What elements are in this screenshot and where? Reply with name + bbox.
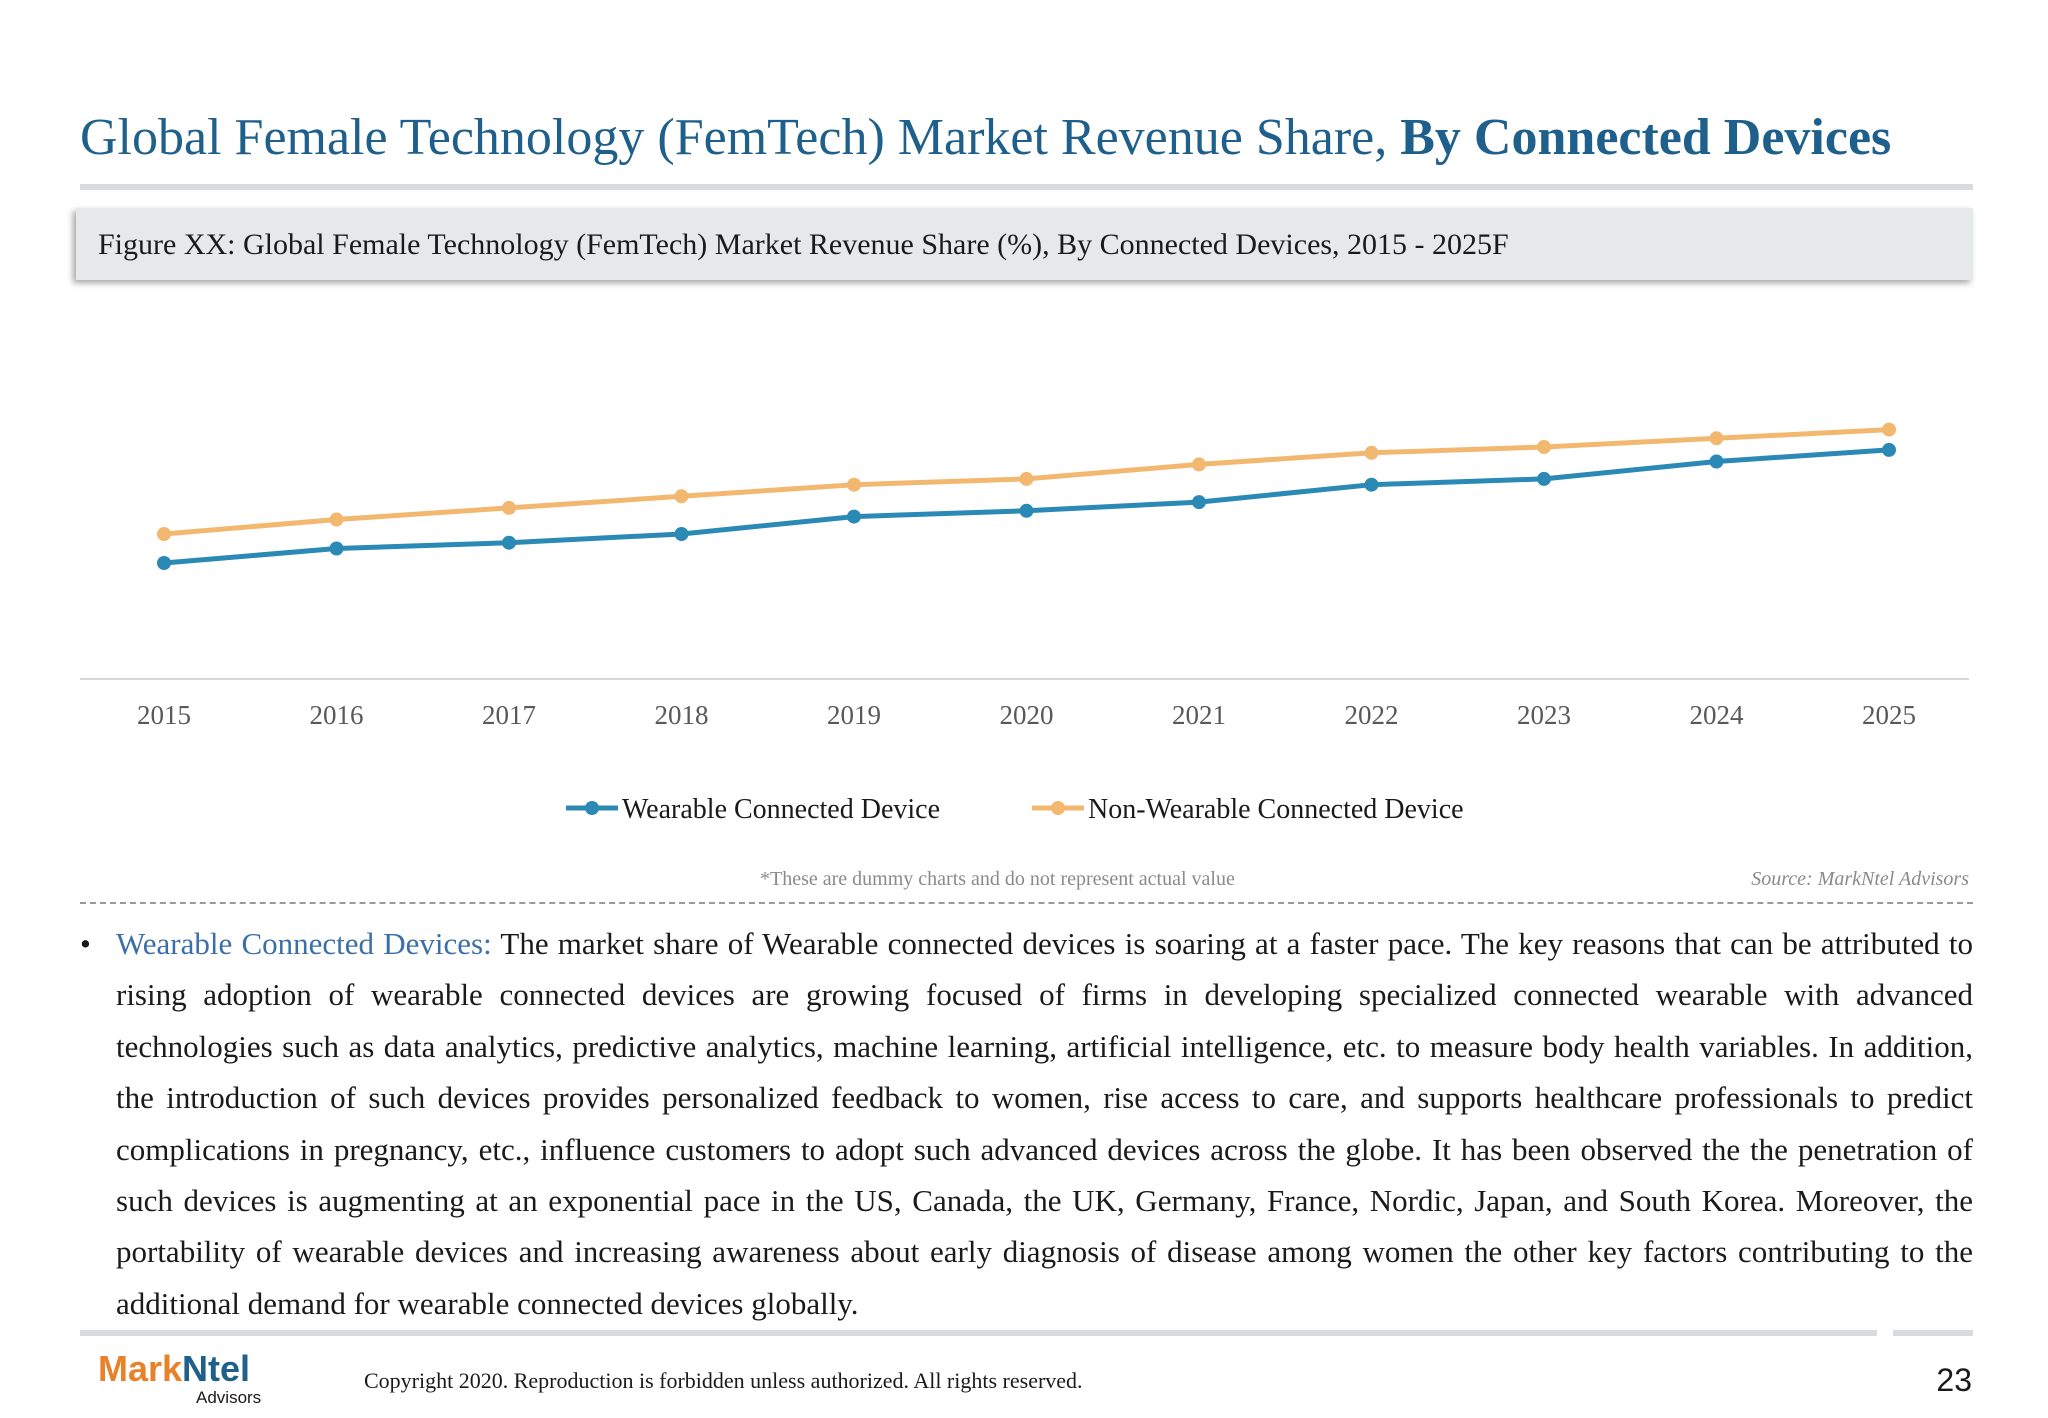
x-tick-label: 2020 [1000,700,1054,730]
bullet-text: The market share of Wearable connected d… [116,926,1973,1321]
title-divider [80,184,1973,190]
data-point [1537,471,1551,486]
data-point [329,541,344,556]
source-note: Source: MarkNtel Advisors [1751,868,1969,890]
data-point [1192,457,1206,472]
legend-swatch-marker [585,801,599,815]
figure-caption: Figure XX: Global Female Technology (Fem… [98,228,1509,261]
data-point [847,509,861,524]
body-text: • Wearable Connected Devices: The market… [80,918,1973,1329]
line-chart: 2015 2016 2017 2018 2019 2020 2021 2022 2023 2024… [80,422,1969,825]
data-point [674,489,689,504]
legend-label: Wearable Connected Device [622,794,940,825]
footer-divider [80,1330,1877,1336]
company-logo: MarkNtel Advisors [98,1348,278,1408]
data-point [1882,442,1896,457]
data-point [502,500,516,515]
chart-notes: *These are dummy charts and do not repre… [76,868,1973,898]
title-regular: Global Female Technology (FemTech) Marke… [80,109,1401,166]
data-point [1709,431,1724,446]
x-tick-label: 2025 [1862,700,1916,730]
data-point [1364,445,1379,460]
figure-caption-box: Figure XX: Global Female Technology (Fem… [76,208,1973,280]
x-tick-label: 2015 [137,700,191,730]
data-point [1364,477,1379,492]
data-point [847,477,861,492]
footer-divider-end [1893,1330,1973,1336]
x-tick-label: 2019 [827,700,881,730]
data-point [1019,503,1034,518]
copyright-text: Copyright 2020. Reproduction is forbidde… [364,1368,1083,1393]
logo-subtitle: Advisors [196,1388,262,1407]
dummy-note: *These are dummy charts and do not repre… [760,868,1235,890]
bullet-item: • Wearable Connected Devices: The market… [80,918,1973,1329]
x-tick-label: 2017 [482,700,536,730]
data-point [1192,495,1206,510]
logo-wordmark: MarkNtel [98,1348,251,1389]
x-tick-label: 2018 [655,700,709,730]
page-number: 23 [1936,1362,1972,1398]
page-title: Global Female Technology (FemTech) Marke… [80,108,1980,167]
data-point [1019,471,1034,486]
data-point [502,535,516,550]
legend-label: Non-Wearable Connected Device [1088,794,1464,825]
legend-swatch-marker [1051,801,1065,815]
dashed-divider [80,902,1973,904]
data-point [1882,422,1896,437]
bullet-lead: Wearable Connected Devices: [116,926,492,961]
title-bold: By Connected Devices [1400,109,1892,166]
x-tick-label: 2024 [1690,700,1745,730]
data-point [1537,440,1551,454]
bullet-paragraph: Wearable Connected Devices: The market s… [116,918,1973,1329]
x-tick-label: 2016 [310,700,364,730]
x-tick-label: 2023 [1517,700,1571,730]
data-point [157,556,171,570]
x-tick-label: 2022 [1345,700,1399,730]
data-point [157,527,171,541]
data-point [329,512,344,527]
data-point [674,527,689,541]
x-tick-label: 2021 [1172,700,1226,730]
data-point [1709,454,1724,469]
bullet-icon: • [80,926,91,961]
